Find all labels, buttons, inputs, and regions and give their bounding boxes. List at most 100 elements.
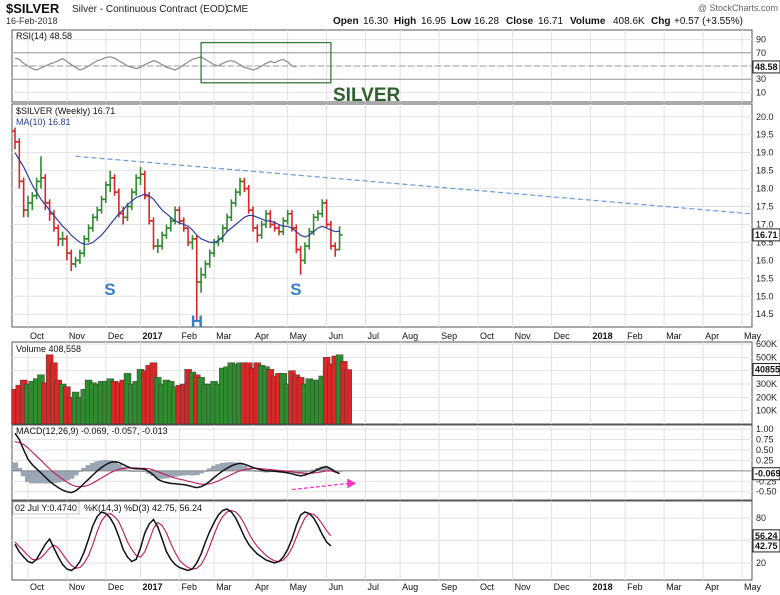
macd-histogram-bar: [46, 470, 53, 484]
macd-histogram-bar: [59, 470, 66, 482]
price-last-value: 16.71: [755, 230, 778, 240]
macd-histogram-bar: [241, 465, 248, 471]
macd-histogram-bar: [323, 466, 330, 471]
macd-panel-frame: [11, 424, 753, 501]
price-panel-frame: [11, 103, 753, 328]
volume-tick-label: 300K: [756, 379, 777, 389]
rsi-tick-label: 70: [756, 48, 766, 58]
price-tick-label: 14.5: [756, 309, 774, 319]
price-bar: [336, 226, 343, 251]
macd-histogram-bar: [37, 470, 44, 484]
macd-last-value-box: [752, 467, 780, 481]
volume-tick-label: 600K: [756, 339, 777, 349]
close-value: 16.71: [538, 16, 563, 27]
macd-histogram-bar: [150, 470, 157, 476]
crosshair-tooltip-box: [12, 501, 80, 515]
macd-tick-label: 0.25: [756, 455, 774, 465]
volume-panel: 600K500K400K300K200K100KVolume 408,55840…: [11, 339, 780, 425]
price-x-label: Apr: [255, 331, 269, 341]
macd-histogram-bar: [107, 460, 114, 471]
bottom-x-label: Feb: [181, 582, 197, 592]
bottom-x-label: Apr: [255, 582, 269, 592]
bottom-x-label: 2018: [593, 582, 613, 592]
volume-last-value: 408558: [755, 365, 780, 375]
macd-histogram-bar: [180, 470, 187, 476]
volume-value: 408.6K: [613, 16, 645, 27]
bottom-x-label: Dec: [554, 582, 571, 592]
pattern-annotation-s: S: [290, 280, 301, 299]
price-tick-label: 18.5: [756, 166, 774, 176]
macd-histogram-bar: [63, 470, 70, 481]
price-panel: 20.0 19.5 19.0 18.5 18.0 17.5 17.0 16.5 16.0 15.5…: [11, 103, 780, 331]
rsi-last-value: 48.58: [755, 62, 778, 72]
price-x-label: Oct: [30, 331, 45, 341]
price-tick-label: 20.0: [756, 112, 774, 122]
chart-panels: 9070503010RSI(14) 48.5848.5820.019.519.0…: [11, 29, 780, 592]
pattern-annotation-s: S: [104, 280, 115, 299]
ohlc-summary: Open 16.30 High 16.95 Low 16.28 Close 16…: [333, 16, 743, 27]
price-x-label: May: [744, 331, 762, 341]
ma-line: [14, 152, 340, 245]
price-x-label: Apr: [705, 331, 719, 341]
exchange: CME: [226, 4, 249, 15]
price-x-label: Mar: [666, 331, 682, 341]
price-x-label: Aug: [402, 331, 418, 341]
macd-histogram-bar: [206, 468, 213, 471]
low-label: Low: [451, 16, 471, 27]
macd-histogram-bar: [55, 470, 62, 483]
price-x-label: Dec: [108, 331, 125, 341]
price-tick-label: 16.5: [756, 237, 774, 247]
volume-bar: [344, 369, 352, 425]
price-x-label: Mar: [216, 331, 232, 341]
price-x-label: Sep: [441, 331, 457, 341]
macd-panel: 1.000.750.500.250.00-0.25-0.50MACD(12,26…: [11, 424, 780, 501]
price-x-label: Feb: [627, 331, 643, 341]
macd-histogram-bar: [33, 470, 40, 484]
price-tick-label: 15.5: [756, 273, 774, 283]
macd-tick-label: 0.50: [756, 445, 774, 455]
macd-histogram-bar: [297, 470, 304, 474]
close-label: Close: [506, 16, 534, 27]
price-x-label: Feb: [181, 331, 197, 341]
volume-last-value-box: [752, 363, 780, 377]
macd-histogram-bar: [124, 469, 131, 471]
macd-line: [14, 432, 340, 494]
high-label: High: [394, 16, 416, 27]
macd-histogram-bar: [167, 470, 174, 478]
macd-histogram-bar: [198, 470, 205, 474]
source-credit: @ StockCharts.com: [698, 3, 778, 13]
rsi-tick-label: 10: [756, 87, 766, 97]
macd-histogram-bar: [94, 461, 101, 471]
stoch-k-last-value-box: [752, 539, 780, 553]
volume-tick-label: 100K: [756, 406, 777, 416]
macd-histogram-bar: [159, 470, 166, 479]
open-value: 16.30: [363, 16, 388, 27]
macd-histogram-bar: [29, 470, 36, 484]
stoch-k-line: [14, 508, 332, 572]
macd-tick-label: -0.50: [756, 487, 777, 497]
pattern-annotation-h: H: [191, 312, 203, 331]
chg-label: Chg: [651, 16, 670, 27]
macd-last-value: -0.069: [755, 469, 780, 479]
macd-histogram-bar: [16, 467, 23, 471]
bottom-x-label: Mar: [216, 582, 232, 592]
stoch-d-last-value: 56.24: [755, 531, 778, 541]
macd-histogram-bar: [224, 462, 231, 471]
rsi-tick-label: 90: [756, 35, 766, 45]
price-x-label: 2018: [593, 331, 613, 341]
bottom-x-label: Dec: [108, 582, 125, 592]
macd-histogram-bar: [232, 462, 239, 471]
macd-histogram-bar: [85, 465, 92, 471]
volume-tick-label: 200K: [756, 392, 777, 402]
macd-histogram-bar: [262, 470, 269, 473]
macd-histogram-bar: [215, 464, 222, 471]
volume-label: Volume 408,558: [16, 344, 81, 354]
macd-histogram-bar: [50, 470, 57, 483]
macd-histogram-bar: [154, 470, 161, 479]
price-tick-label: 18.0: [756, 184, 774, 194]
bottom-x-label: Feb: [627, 582, 643, 592]
macd-histogram-bar: [176, 470, 183, 476]
macd-histogram-bar: [89, 462, 96, 471]
